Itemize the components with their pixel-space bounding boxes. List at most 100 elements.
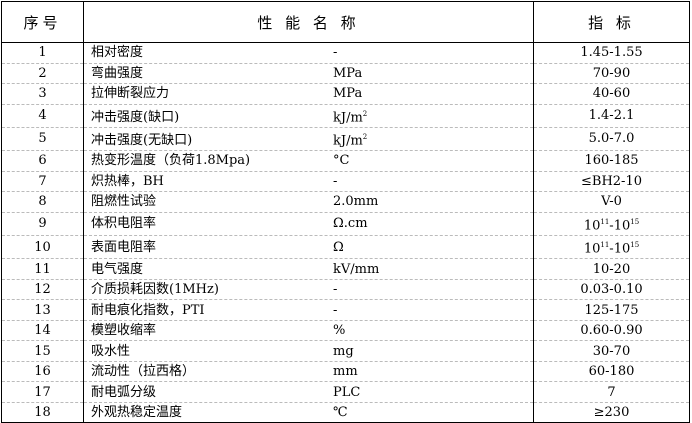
property-cell: 耐电弧分级 PLC — [83, 381, 534, 403]
unit: kJ/m2 — [333, 109, 368, 125]
table-row: 5 冲击强度(无缺口) kJ/m2 5.0-7.0 — [1, 126, 690, 151]
unit: 2.0mm — [333, 194, 379, 210]
property-cell: 相对密度 - — [83, 42, 534, 63]
property-cell: 热变形温度（负荷1.8Mpa) °C — [83, 150, 534, 172]
table-row: 18 外观热稳定温度 ℃ ≥230 — [1, 401, 690, 423]
header-name: 性 能 名 称 — [83, 1, 534, 43]
row-number: 10 — [1, 234, 84, 259]
property-cell: 弯曲强度 MPa — [83, 62, 534, 84]
property-name: 模塑收缩率 — [91, 323, 157, 339]
table-row: 10 表面电阻率 Ω 1011-1015 — [1, 234, 690, 259]
property-value: 125-175 — [533, 299, 690, 321]
row-number: 12 — [1, 278, 84, 300]
row-number: 4 — [1, 103, 84, 128]
property-cell: 炽热棒，BH - — [83, 170, 534, 192]
unit: - — [333, 282, 338, 298]
table-row: 15 吸水性 mg 30-70 — [1, 340, 690, 362]
property-cell: 吸水性 mg — [83, 340, 534, 362]
table-row: 17 耐电弧分级 PLC 7 — [1, 381, 690, 403]
unit: mg — [333, 343, 354, 359]
property-name: 拉伸断裂应力 — [91, 86, 170, 102]
unit: PLC — [333, 384, 361, 400]
table-row: 11 电气强度 kV/mm 10-20 — [1, 258, 690, 280]
table-row: 7 炽热棒，BH - ≤BH2-10 — [1, 170, 690, 192]
table-row: 14 模塑收缩率% 0.60-0.90 — [1, 319, 690, 341]
row-number: 13 — [1, 299, 84, 321]
table-row: 3 拉伸断裂应力 MPa 40-60 — [1, 83, 690, 104]
property-value: ≤BH2-10 — [533, 170, 690, 192]
property-value: 60-180 — [533, 360, 690, 382]
table-row: 12 介质损耗因数(1MHz) - 0.03-0.10 — [1, 278, 690, 300]
property-name: 热变形温度（负荷1.8Mpa) — [91, 153, 251, 169]
table-row: 4 冲击强度(缺口) kJ/m2 1.4-2.1 — [1, 103, 690, 128]
property-name: 耐电弧分级 — [91, 384, 157, 400]
property-cell: 冲击强度(无缺口) kJ/m2 — [83, 126, 534, 151]
property-value: 1.45-1.55 — [533, 42, 690, 63]
property-value: 1.4-2.1 — [533, 103, 690, 128]
property-name: 冲击强度(无缺口) — [91, 133, 193, 149]
row-number: 3 — [1, 83, 84, 104]
property-name: 表面电阻率 — [91, 239, 157, 255]
property-value: 10-20 — [533, 258, 690, 280]
property-value: 160-185 — [533, 150, 690, 172]
unit: MPa — [333, 86, 363, 102]
unit: mm — [333, 364, 358, 380]
property-name: 冲击强度(缺口) — [91, 109, 180, 125]
row-number: 5 — [1, 126, 84, 151]
table-row: 6 热变形温度（负荷1.8Mpa) °C 160-185 — [1, 150, 690, 172]
property-name: 流动性（拉西格） — [91, 364, 196, 380]
property-name: 耐电痕化指数，PTI — [91, 302, 205, 318]
unit: °C — [333, 153, 350, 169]
row-number: 14 — [1, 319, 84, 341]
table-row: 8 阻燃性试验 2.0mm V-0 — [1, 191, 690, 213]
property-value: 5.0-7.0 — [533, 126, 690, 151]
property-name: 阻燃性试验 — [91, 194, 157, 210]
row-number: 8 — [1, 191, 84, 213]
unit: - — [333, 173, 338, 189]
property-name: 相对密度 — [91, 45, 144, 61]
unit: kV/mm — [333, 261, 380, 277]
unit: - — [333, 45, 338, 61]
property-cell: 流动性（拉西格） mm — [83, 360, 534, 382]
property-cell: 冲击强度(缺口) kJ/m2 — [83, 103, 534, 128]
property-cell: 表面电阻率 Ω — [83, 234, 534, 259]
row-number: 7 — [1, 170, 84, 192]
row-number: 11 — [1, 258, 84, 280]
property-name: 电气强度 — [91, 261, 144, 277]
property-value: 0.03-0.10 — [533, 278, 690, 300]
unit: kJ/m2 — [333, 132, 368, 149]
row-number: 16 — [1, 360, 84, 382]
table-row: 2 弯曲强度 MPa 70-90 — [1, 62, 690, 84]
unit: MPa — [333, 65, 363, 81]
table-row: 1 相对密度 - 1.45-1.55 — [1, 42, 690, 63]
property-cell: 电气强度 kV/mm — [83, 258, 534, 280]
unit: ℃ — [333, 405, 348, 421]
property-cell: 耐电痕化指数，PTI - — [83, 299, 534, 321]
property-value: 0.60-0.90 — [533, 319, 690, 341]
header-row: 序号 性 能 名 称 指 标 — [1, 1, 690, 43]
row-number: 18 — [1, 401, 84, 423]
property-name: 弯曲强度 — [91, 65, 144, 81]
property-value: 7 — [533, 381, 690, 403]
row-number: 1 — [1, 42, 84, 63]
row-number: 17 — [1, 381, 84, 403]
property-name: 炽热棒，BH — [91, 173, 164, 189]
property-value: 1011-1015 — [533, 234, 690, 259]
unit: Ω.cm — [333, 216, 368, 232]
property-cell: 模塑收缩率% — [83, 319, 534, 341]
row-number: 9 — [1, 211, 84, 236]
property-value: ≥230 — [533, 401, 690, 423]
row-number: 15 — [1, 340, 84, 362]
table-row: 13 耐电痕化指数，PTI - 125-175 — [1, 299, 690, 321]
property-name: 介质损耗因数(1MHz) — [91, 282, 219, 298]
property-value: 40-60 — [533, 83, 690, 104]
property-value: V-0 — [533, 191, 690, 213]
property-name: 体积电阻率 — [91, 216, 157, 232]
property-cell: 阻燃性试验 2.0mm — [83, 191, 534, 213]
property-cell: 介质损耗因数(1MHz) - — [83, 278, 534, 300]
table-row: 16 流动性（拉西格） mm 60-180 — [1, 360, 690, 382]
header-no: 序号 — [1, 1, 84, 43]
unit: % — [333, 323, 346, 339]
row-number: 6 — [1, 150, 84, 172]
